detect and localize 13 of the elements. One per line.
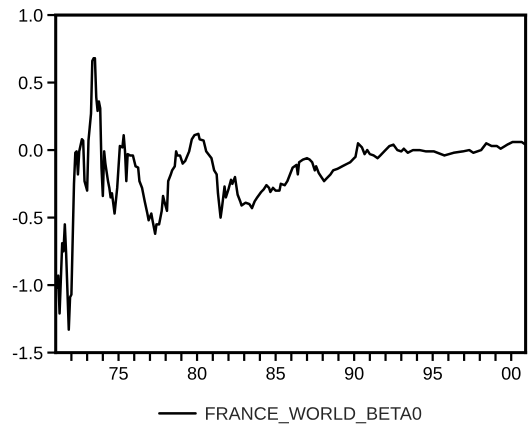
- y-tick-label: -0.5: [12, 212, 42, 224]
- x-tick-label: 90: [344, 366, 364, 380]
- legend-label: FRANCE_WORLD_BETA0: [206, 407, 422, 424]
- x-tick-label: 80: [188, 366, 206, 380]
- x-tick-label: 75: [109, 367, 128, 380]
- y-tick-label: 0.0: [18, 144, 42, 157]
- y-tick-label: 0.5: [18, 76, 42, 90]
- y-tick-label: -1.5: [12, 346, 42, 360]
- x-tick-label: 85: [266, 366, 285, 380]
- x-tick-label: 00: [502, 366, 521, 380]
- y-tick-label: 1.0: [19, 8, 42, 22]
- x-tick-label: 95: [423, 366, 442, 380]
- y-tick-label: -1.0: [12, 279, 42, 292]
